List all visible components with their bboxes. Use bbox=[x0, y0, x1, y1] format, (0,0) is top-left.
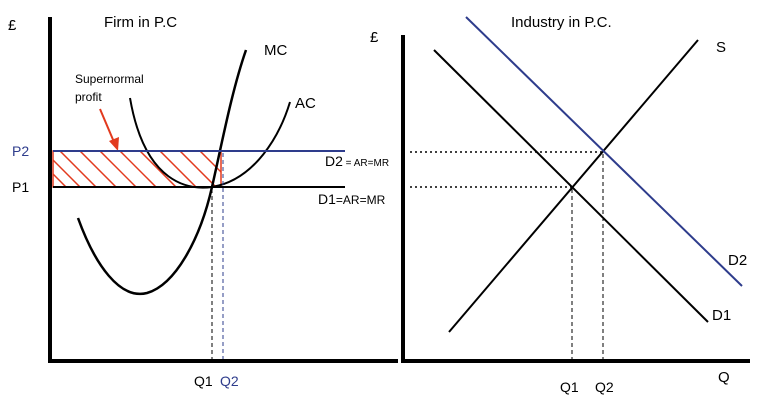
mc-label: MC bbox=[264, 42, 287, 59]
ac-curve bbox=[129, 97, 291, 189]
firm-d1-label: D1=AR=MR bbox=[318, 191, 386, 207]
firm-d2-label: D2 = AR=MR bbox=[325, 153, 389, 169]
firm-d1-label-small: =AR=MR bbox=[336, 193, 386, 207]
firm-title: Firm in P.C bbox=[104, 14, 177, 31]
firm-q2-label: Q2 bbox=[220, 373, 239, 389]
demand-d1-curve bbox=[433, 49, 709, 323]
ac-label: AC bbox=[295, 95, 316, 112]
demand-d2-label: D2 bbox=[728, 252, 747, 269]
firm-q1-label: Q1 bbox=[194, 373, 213, 389]
firm-diagram: Firm in P.C £ Supernormal profit bbox=[8, 14, 398, 389]
supernormal-label-line2: profit bbox=[75, 90, 102, 104]
demand-d1-label: D1 bbox=[712, 307, 731, 324]
industry-q2-label: Q2 bbox=[595, 379, 614, 395]
supernormal-arrow bbox=[99, 108, 119, 151]
demand-d2-curve bbox=[465, 16, 743, 287]
p2-label: P2 bbox=[12, 143, 29, 159]
firm-d1-label-main: D1 bbox=[318, 191, 336, 207]
industry-x-axis-label: Q bbox=[718, 369, 730, 386]
industry-diagram: Industry in P.C. £ S D1 D2 Q1 Q2 Q bbox=[370, 14, 750, 395]
mc-curve bbox=[76, 49, 248, 296]
industry-y-axis-label: £ bbox=[370, 29, 379, 46]
supply-label: S bbox=[716, 39, 726, 56]
supernormal-label-line1: Supernormal bbox=[75, 72, 144, 86]
supernormal-profit-area bbox=[52, 150, 222, 188]
industry-title: Industry in P.C. bbox=[511, 14, 612, 31]
p1-label: P1 bbox=[12, 179, 29, 195]
firm-d2-label-small: = AR=MR bbox=[343, 158, 389, 169]
firm-d2-label-main: D2 bbox=[325, 153, 343, 169]
industry-q1-label: Q1 bbox=[560, 379, 579, 395]
supply-curve bbox=[448, 39, 699, 333]
firm-y-axis-label: £ bbox=[8, 17, 17, 34]
